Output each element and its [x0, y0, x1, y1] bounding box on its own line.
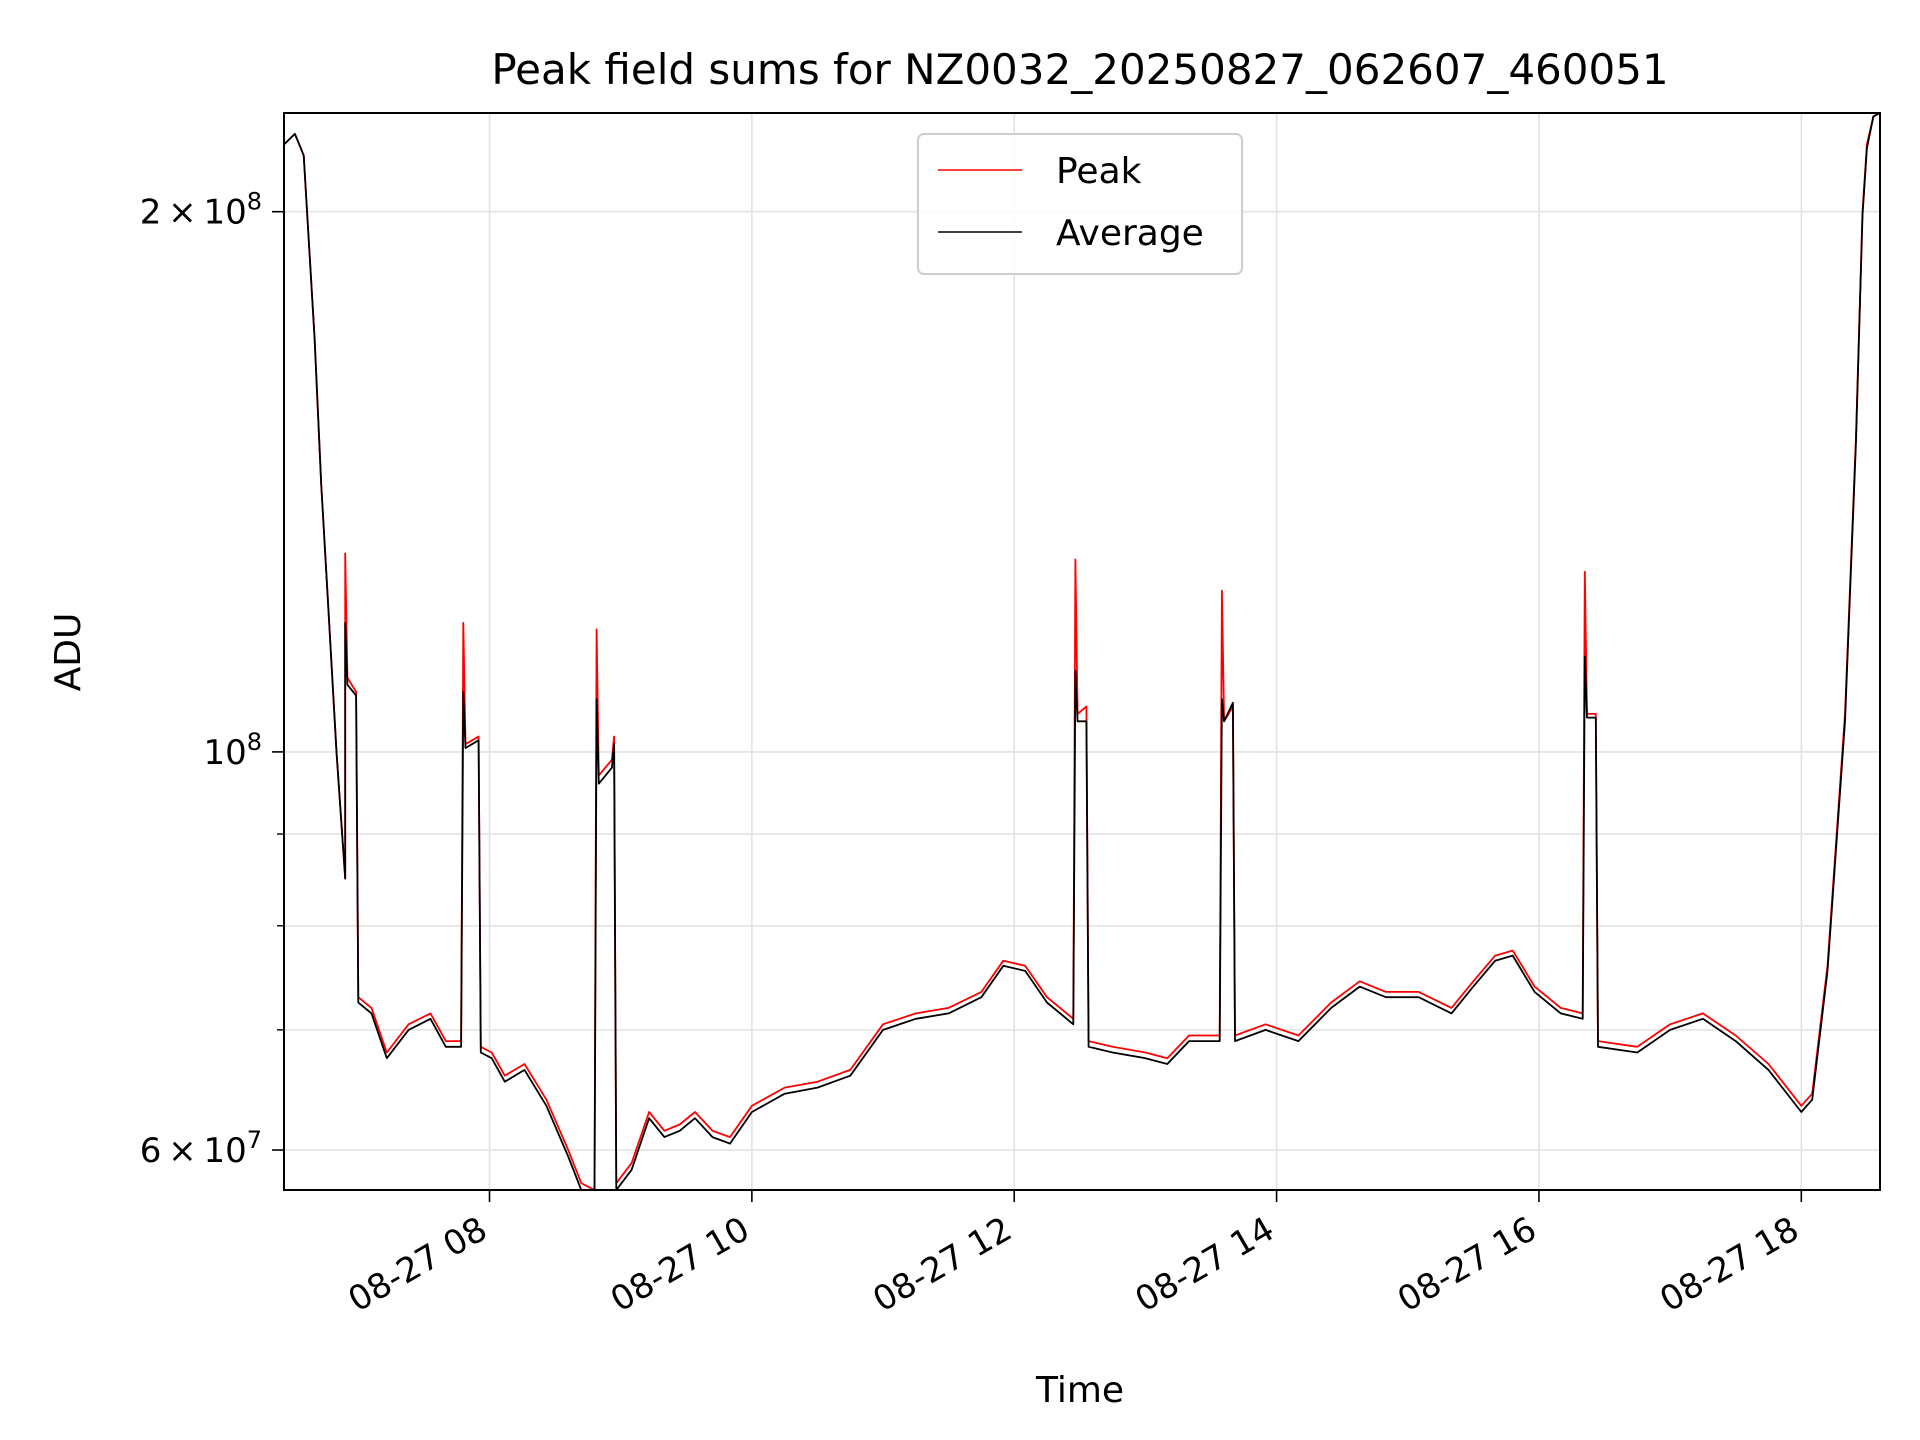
y-tick-label: 108 — [203, 728, 262, 773]
y-axis-label: ADU — [48, 613, 89, 692]
legend-label-peak: Peak — [1056, 151, 1142, 192]
y-tick-label: 6 × 107 — [140, 1126, 262, 1171]
grid — [284, 113, 1880, 1190]
legend: Peak Average — [917, 133, 1243, 275]
plot-frame — [283, 112, 1881, 1191]
y-tick-label: 2 × 108 — [140, 188, 262, 233]
x-axis-label: Time — [1035, 1370, 1124, 1411]
series-line-average — [284, 113, 1880, 1190]
y-axis: 6 × 107 108 2 × 108 — [140, 188, 284, 1171]
legend-label-average: Average — [1056, 213, 1204, 254]
chart-title: Peak field sums for NZ0032_20250827_0626… — [491, 45, 1668, 94]
legend-box — [917, 133, 1243, 275]
series-layer — [284, 113, 1880, 1190]
